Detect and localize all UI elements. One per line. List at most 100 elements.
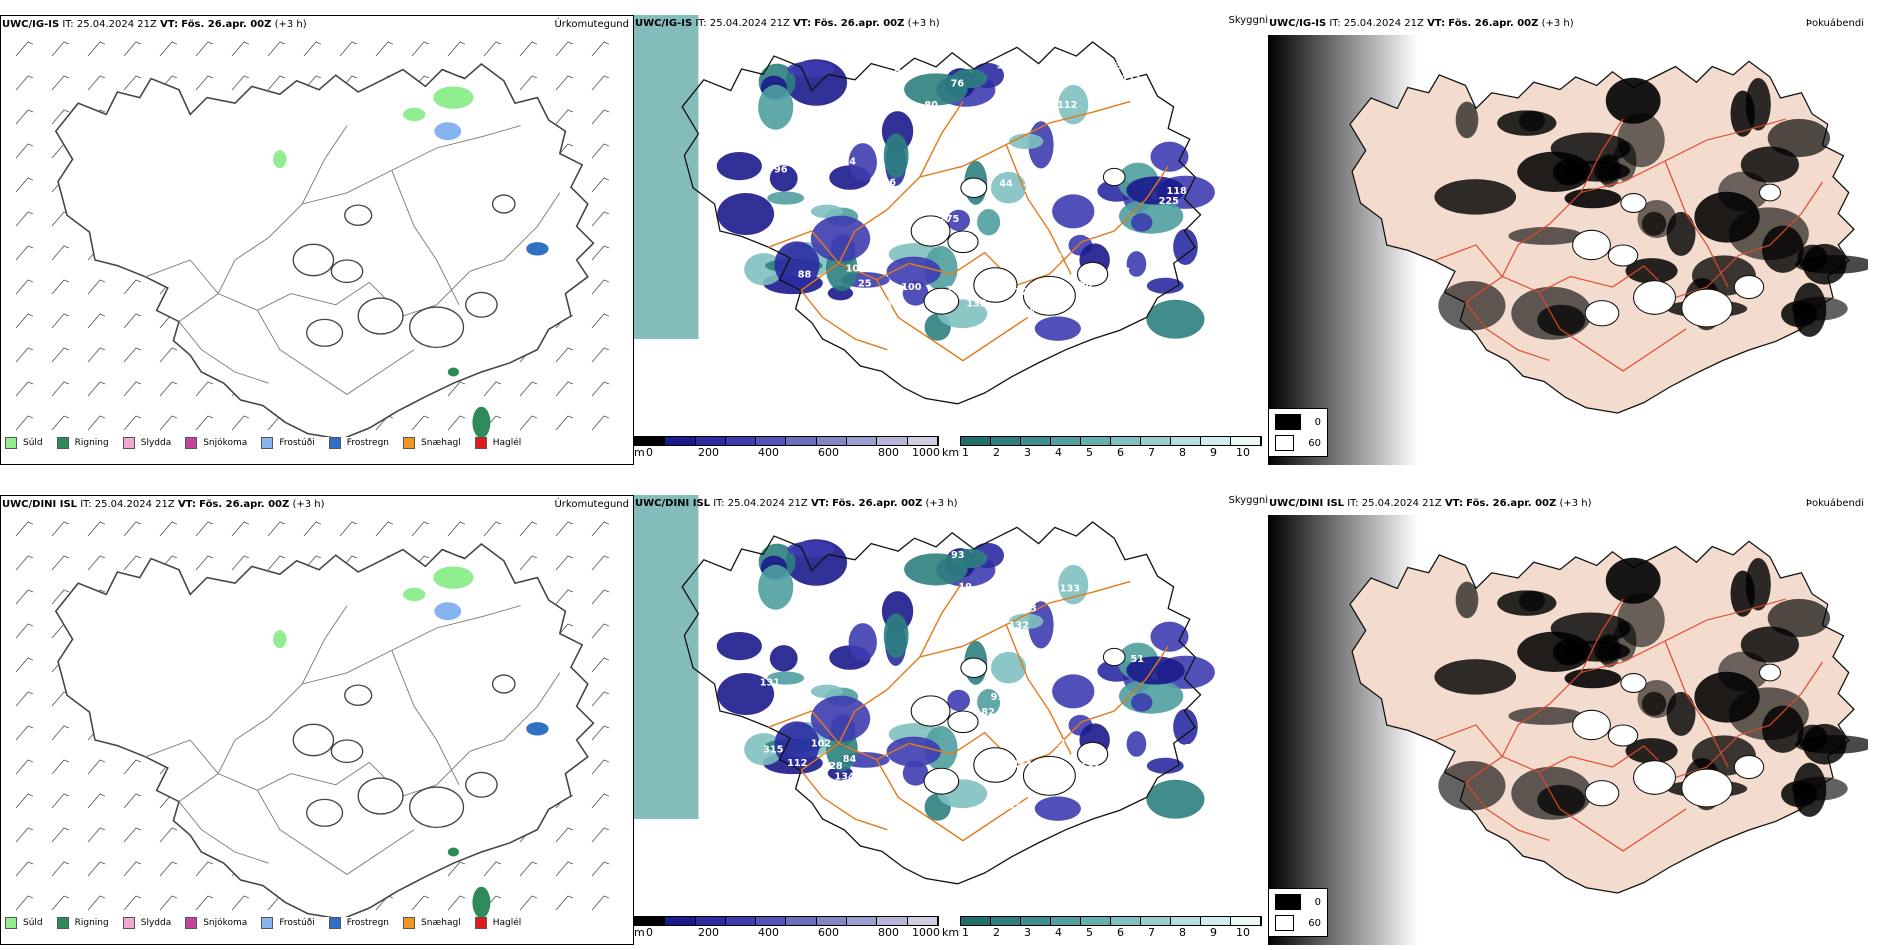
cloud-area	[758, 84, 794, 130]
wind-barb	[15, 793, 34, 809]
glacier-outline	[357, 297, 404, 335]
cloud-area	[716, 151, 762, 181]
wind-barb	[555, 381, 574, 397]
fog-area	[1605, 557, 1661, 604]
fog-area	[1552, 159, 1586, 186]
wind-barb	[591, 555, 610, 571]
legend-swatch	[474, 917, 487, 929]
wind-barb	[591, 381, 610, 397]
cloud-base-value: 85	[1007, 801, 1021, 812]
glacier-outline	[1607, 724, 1639, 747]
glacier-outline	[1620, 193, 1647, 213]
wind-barb	[411, 895, 430, 911]
wind-barb	[15, 75, 34, 91]
wind-barb	[447, 861, 466, 877]
cloud-base-value: 61	[1111, 590, 1125, 601]
precip-area	[434, 122, 462, 141]
fog-area	[1508, 227, 1584, 245]
wind-barb	[51, 589, 70, 605]
fog-area	[1455, 101, 1479, 139]
fog-area	[1438, 281, 1506, 331]
wind-barb	[555, 555, 574, 571]
fog-area	[1564, 668, 1622, 689]
precip-type-panel-top: UWC/IG-IS IT: 25.04.2024 21Z VT: Fös. 26…	[0, 15, 634, 465]
scale-tick: 1	[962, 446, 969, 459]
wind-barb	[231, 41, 250, 57]
cloud-base-value: 70	[1084, 229, 1098, 240]
glacier-outline	[1681, 768, 1733, 808]
cloud-base-value: 124	[1127, 594, 1148, 605]
precip-type-panel-bottom: UWC/DINI ISL IT: 25.04.2024 21Z VT: Fös.…	[0, 495, 634, 945]
wind-barb	[519, 381, 538, 397]
cloud-base-value: 182	[974, 707, 994, 718]
wind-barb	[51, 415, 70, 431]
cloud-base-value: 23	[1034, 657, 1048, 668]
wind-barb	[87, 759, 106, 775]
cloud-base-value: 134	[834, 771, 855, 782]
cloud-area	[990, 651, 1027, 684]
cloud-area	[769, 645, 798, 672]
cloud-base-value: 103	[1028, 304, 1048, 315]
cloud-base-value: 133	[1060, 583, 1080, 594]
scale-bar	[960, 436, 1262, 446]
fog-swatch	[1275, 414, 1301, 430]
cloud-base-value: 96	[774, 165, 788, 176]
wind-barb	[231, 415, 250, 431]
fog-area	[1740, 146, 1799, 183]
fog-area	[1434, 179, 1517, 215]
cloud-base-value: 80	[924, 100, 938, 111]
wind-barb	[195, 41, 214, 57]
wind-barb	[159, 861, 178, 877]
fog-swatch	[1275, 915, 1295, 931]
scale-tick: 1	[962, 926, 969, 939]
cloud-area	[886, 256, 941, 287]
glacier-outline	[1584, 780, 1620, 807]
cloud-area	[1146, 277, 1184, 294]
glacier-outline	[947, 230, 979, 254]
cloud-base-value: 132	[966, 298, 986, 309]
wind-barb	[15, 41, 34, 57]
wind-barb	[267, 555, 286, 571]
legend-item: Frostúði	[261, 917, 315, 929]
cloud-area	[1126, 251, 1147, 277]
fog-area	[1767, 598, 1831, 638]
glacier-outline	[1758, 183, 1782, 202]
cloud-base-value: 315	[763, 744, 784, 755]
wind-barb	[591, 759, 610, 775]
wind-barb	[15, 861, 34, 877]
cloud-base-value: 100	[901, 282, 922, 293]
fog-indicator-panel-top: UWC/IG-IS IT: 25.04.2024 21Z VT: Fös. 26…	[1268, 15, 1900, 465]
wind-barb	[555, 41, 574, 57]
wind-barb	[15, 555, 34, 571]
cloud-base-panel-bottom: UWC/DINI ISL IT: 25.04.2024 21Z VT: Fös.…	[634, 495, 1268, 945]
wind-barb	[87, 521, 106, 537]
cloud-area	[1034, 796, 1081, 821]
glacier-outline	[344, 684, 373, 706]
cloud-area	[1131, 693, 1153, 712]
wind-barb	[483, 381, 502, 397]
cloud-area	[716, 631, 762, 661]
fog-map	[1268, 515, 1868, 945]
wind-barb	[411, 521, 430, 537]
scale-tick: 400	[758, 926, 779, 939]
wind-barb	[591, 589, 610, 605]
wind-barb	[87, 555, 106, 571]
cloud-area	[848, 143, 877, 182]
fog-area	[1795, 735, 1868, 754]
glacier-outline	[1681, 288, 1733, 328]
fog-area	[1605, 77, 1661, 124]
scale-unit: m	[634, 446, 645, 459]
glacier-outline	[330, 259, 364, 284]
fog-area	[1792, 282, 1827, 337]
fog-area	[1552, 639, 1586, 666]
cloud-base-value: 225	[1159, 196, 1180, 207]
wind-barb	[87, 381, 106, 397]
wind-barb	[51, 75, 70, 91]
fog-area	[1617, 112, 1665, 168]
cloud-base-value: 44	[999, 178, 1013, 189]
cloud-base-value: 160	[787, 620, 808, 631]
wind-barb	[15, 657, 34, 673]
wind-barb	[591, 109, 610, 125]
cloud-base-value: 74	[842, 156, 856, 167]
wind-barb	[555, 895, 574, 911]
